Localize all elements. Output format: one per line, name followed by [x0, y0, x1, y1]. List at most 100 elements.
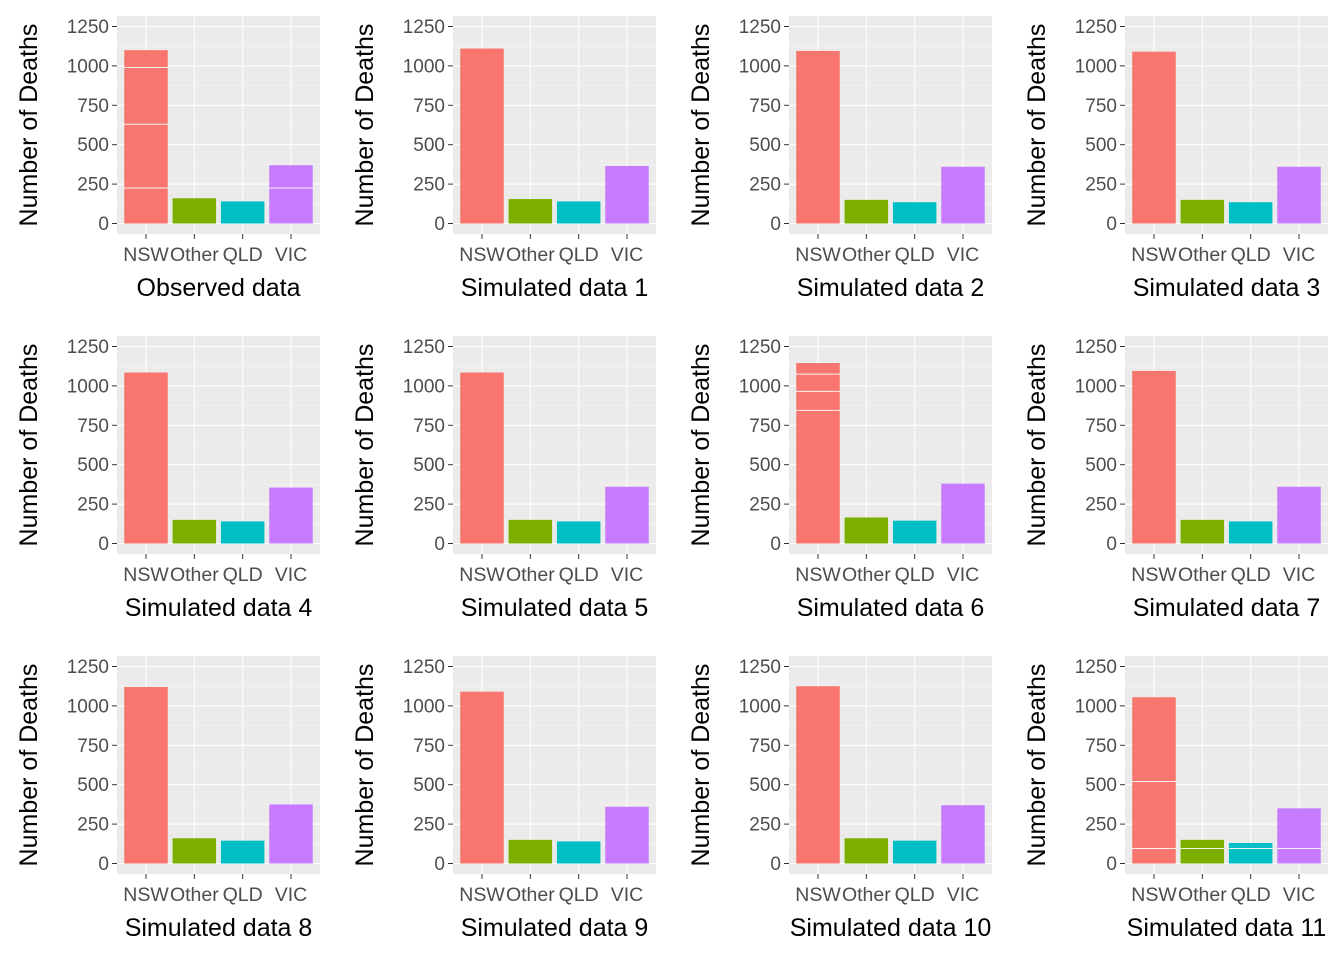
x-tick-label: Other	[1178, 564, 1227, 586]
bar-nsw	[1132, 370, 1176, 544]
x-tick-label: NSW	[795, 244, 841, 266]
y-tick-label: 1250	[739, 337, 781, 358]
y-tick-label: 0	[98, 854, 109, 875]
x-tick-label: VIC	[275, 244, 308, 266]
x-tick-label: NSW	[795, 884, 841, 906]
y-tick-label: 1000	[67, 376, 109, 397]
x-tick-label: QLD	[1231, 884, 1271, 906]
bar-other	[172, 838, 217, 864]
bar-vic	[605, 165, 649, 224]
y-tick-label: 1000	[1075, 696, 1117, 717]
bar-other	[508, 519, 553, 544]
x-tick-label: QLD	[223, 884, 263, 906]
y-tick-label: 0	[770, 854, 781, 875]
x-tick-label: NSW	[459, 564, 505, 586]
facet-panel: 0 250 500 750 1000 1250 NSW Other QLD VIC Number o…	[351, 656, 656, 942]
bar-vic	[605, 486, 649, 544]
y-tick-label: 750	[1085, 416, 1117, 437]
x-tick-label: Other	[506, 244, 555, 266]
y-tick-label: 250	[413, 815, 445, 836]
y-tick-label: 500	[77, 135, 109, 156]
simulated-data-caption: Simulated data 5	[461, 594, 649, 622]
simulated-data-caption: Simulated data 2	[797, 274, 985, 302]
y-tick-label: 750	[413, 736, 445, 757]
y-tick-label: 0	[1106, 214, 1117, 235]
y-tick-label: 1000	[1075, 56, 1117, 77]
x-tick-label: VIC	[1283, 884, 1316, 906]
facet-panel: 0 250 500 750 1000 1250 NSW Other QLD VIC Number o…	[15, 16, 320, 302]
x-tick-label: Other	[842, 564, 891, 586]
y-tick-label: 500	[749, 135, 781, 156]
facet-panel: 0 250 500 750 1000 1250 NSW Other QLD VIC Number o…	[1023, 336, 1328, 622]
y-tick-label: 250	[749, 815, 781, 836]
bar-other	[1180, 199, 1225, 224]
x-tick-label: Other	[1178, 884, 1227, 906]
y-tick-label: 1000	[67, 56, 109, 77]
bar-qld	[220, 521, 265, 544]
facet-panel: 0 250 500 750 1000 1250 NSW Other QLD VIC Number o…	[687, 336, 992, 622]
y-tick-label: 1250	[403, 17, 445, 38]
y-tick-label: 0	[98, 534, 109, 555]
bar-nsw	[460, 48, 504, 224]
x-tick-label: VIC	[947, 244, 980, 266]
x-tick-label: QLD	[559, 564, 599, 586]
facet-panel: 0 250 500 750 1000 1250 NSW Other QLD VIC Number o…	[351, 336, 656, 622]
y-axis-title: Number of Deaths	[15, 664, 43, 867]
y-tick-label: 750	[77, 96, 109, 117]
x-tick-label: VIC	[275, 884, 308, 906]
x-tick-label: VIC	[611, 564, 644, 586]
y-tick-label: 750	[749, 736, 781, 757]
y-tick-label: 250	[77, 815, 109, 836]
bar-vic	[1277, 486, 1321, 544]
y-axis-title: Number of Deaths	[351, 24, 379, 227]
y-tick-label: 1000	[739, 696, 781, 717]
y-tick-label: 500	[413, 775, 445, 796]
y-axis-title: Number of Deaths	[1023, 24, 1051, 227]
y-tick-label: 750	[749, 96, 781, 117]
bar-qld	[1228, 843, 1273, 864]
y-tick-label: 500	[1085, 135, 1117, 156]
x-tick-label: QLD	[895, 884, 935, 906]
y-tick-label: 1250	[67, 657, 109, 678]
x-tick-label: QLD	[895, 564, 935, 586]
x-tick-label: NSW	[1131, 564, 1177, 586]
y-tick-label: 1000	[403, 696, 445, 717]
x-tick-label: NSW	[123, 564, 169, 586]
y-tick-label: 0	[770, 534, 781, 555]
bar-other	[844, 838, 889, 864]
x-tick-label: VIC	[947, 884, 980, 906]
bar-qld	[556, 201, 601, 224]
simulated-data-caption: Simulated data 10	[790, 914, 992, 942]
y-tick-label: 1000	[739, 376, 781, 397]
x-tick-label: NSW	[1131, 884, 1177, 906]
y-tick-label: 0	[434, 854, 445, 875]
bar-qld	[556, 841, 601, 864]
y-tick-label: 0	[770, 214, 781, 235]
x-tick-label: Other	[506, 564, 555, 586]
x-tick-label: NSW	[795, 564, 841, 586]
bar-qld	[220, 201, 265, 224]
y-axis-title: Number of Deaths	[687, 664, 715, 867]
bar-qld	[892, 520, 937, 544]
observed-data-caption: Observed data	[137, 274, 301, 302]
simulated-data-caption: Simulated data 4	[125, 594, 313, 622]
facet-panel: 0 250 500 750 1000 1250 NSW Other QLD VIC Number o…	[1023, 16, 1328, 302]
bar-nsw	[460, 691, 504, 864]
y-tick-label: 1250	[67, 337, 109, 358]
x-tick-label: QLD	[895, 244, 935, 266]
x-tick-label: VIC	[1283, 564, 1316, 586]
y-tick-label: 1000	[403, 56, 445, 77]
simulated-data-caption: Simulated data 1	[461, 274, 649, 302]
y-tick-label: 500	[749, 775, 781, 796]
bar-nsw	[796, 50, 840, 224]
bar-qld	[556, 521, 601, 544]
x-tick-label: Other	[1178, 244, 1227, 266]
y-tick-label: 250	[749, 175, 781, 196]
y-tick-label: 500	[749, 455, 781, 476]
y-tick-label: 250	[1085, 495, 1117, 516]
x-tick-label: QLD	[559, 884, 599, 906]
bar-nsw	[1132, 697, 1176, 864]
bar-qld	[892, 840, 937, 864]
simulated-data-caption: Simulated data 11	[1127, 914, 1327, 942]
y-tick-label: 1250	[403, 657, 445, 678]
